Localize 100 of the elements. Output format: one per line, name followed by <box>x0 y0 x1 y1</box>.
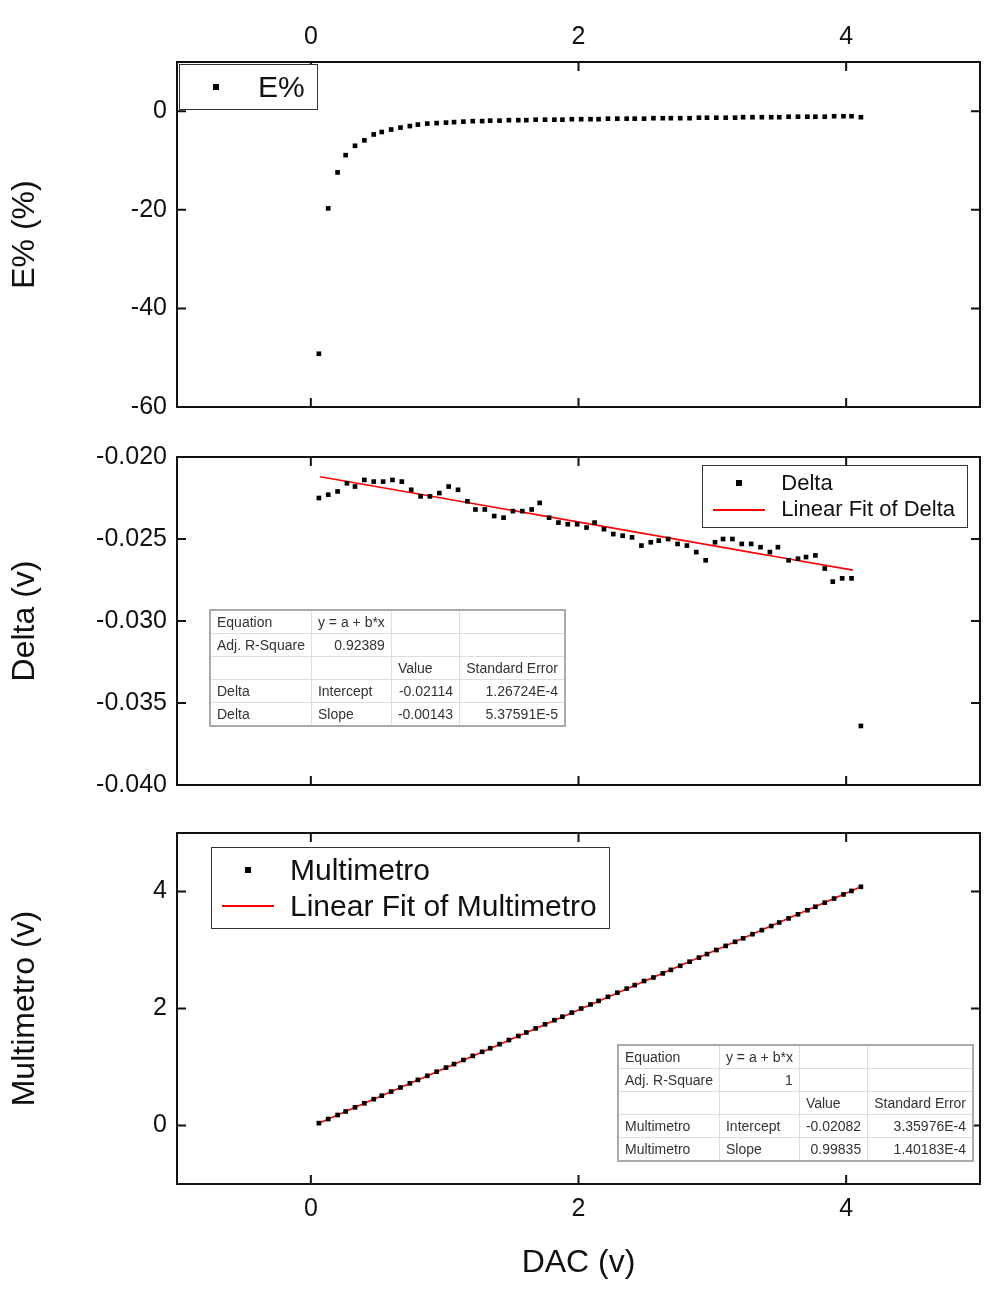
point <box>830 579 836 584</box>
point <box>849 576 854 581</box>
point <box>436 490 442 496</box>
point <box>352 484 358 489</box>
annotation: Standard Error <box>867 1091 973 1115</box>
annotation: Value <box>391 656 460 680</box>
legend-label: E% <box>258 69 305 105</box>
point <box>325 492 331 498</box>
legend-label: Linear Fit of Delta <box>781 496 955 523</box>
annotation: 1 <box>719 1068 800 1092</box>
legend-label: Multimetro <box>290 852 431 888</box>
point <box>739 541 745 547</box>
point <box>839 576 845 581</box>
point <box>730 536 735 542</box>
point <box>546 515 552 521</box>
point <box>491 513 497 519</box>
annotation: 1.26724E-4 <box>459 679 565 703</box>
annotation: 0.99835 <box>799 1137 868 1161</box>
x-tick-label: 2 <box>571 1192 586 1221</box>
point <box>795 556 801 562</box>
point <box>639 543 644 548</box>
point <box>656 538 662 543</box>
x-tick-label: 0 <box>303 1192 318 1221</box>
point <box>822 566 828 571</box>
x-tick-label: 4 <box>839 1192 854 1221</box>
annotation: Adj. R-Square <box>210 633 312 657</box>
annotation: Slope <box>311 702 392 726</box>
point <box>610 531 616 537</box>
point <box>371 479 377 484</box>
y-tick-label: -60 <box>130 390 167 419</box>
annotation: Delta <box>210 702 312 726</box>
annotation: 1.40183E-4 <box>867 1137 973 1161</box>
y-axis-title: Multimetro (v) <box>5 910 42 1107</box>
point <box>537 500 543 506</box>
point <box>465 498 470 504</box>
annotation: 5.37591E-5 <box>459 702 565 726</box>
point <box>703 557 708 563</box>
legend-label: Delta <box>781 470 833 497</box>
point <box>380 479 386 484</box>
point <box>455 487 461 493</box>
point <box>775 544 781 550</box>
y-tick-label: -0.025 <box>96 522 167 551</box>
y-tick-label: 2 <box>153 992 167 1021</box>
point <box>592 520 597 525</box>
annotation: y = a + b*x <box>719 1045 800 1069</box>
point <box>482 507 488 512</box>
annotation: 3.35976E-4 <box>867 1114 973 1138</box>
y-tick-label: -40 <box>130 292 167 321</box>
point <box>675 541 680 547</box>
point <box>629 535 635 540</box>
point <box>565 521 571 527</box>
point <box>813 553 818 558</box>
y-axis-title: E% (%) <box>5 180 42 289</box>
point <box>473 507 478 512</box>
annotation: -0.02114 <box>391 679 460 703</box>
point <box>648 539 654 545</box>
annotation: -0.00143 <box>391 702 460 726</box>
y-tick-label: -0.035 <box>96 686 167 715</box>
annotation: Equation <box>618 1045 720 1069</box>
y-axis-title: Delta (v) <box>5 560 42 682</box>
x-axis-title: DAC (v) <box>521 1242 636 1279</box>
annotation: Intercept <box>719 1114 800 1138</box>
annotation: Equation <box>210 610 312 634</box>
annotation: Intercept <box>311 679 392 703</box>
y-tick-label: 0 <box>153 95 167 124</box>
y-tick-label: -20 <box>130 193 167 222</box>
annotation: Slope <box>719 1137 800 1161</box>
annotation: Adj. R-Square <box>618 1068 720 1092</box>
annotation: Multimetro <box>618 1137 720 1161</box>
legend-label: Linear Fit of Multimetro <box>290 888 597 924</box>
annotation: Standard Error <box>459 656 565 680</box>
point <box>427 494 433 499</box>
annotation: Value <box>799 1091 868 1115</box>
point <box>584 525 589 530</box>
x-tick-label: 0 <box>303 20 318 49</box>
y-tick-label: 0 <box>153 1109 167 1138</box>
point <box>712 539 718 545</box>
annotation: y = a + b*x <box>311 610 392 634</box>
point <box>335 489 340 494</box>
point <box>344 480 350 486</box>
annotation: -0.02082 <box>799 1114 868 1138</box>
point <box>529 507 534 512</box>
point <box>408 487 414 493</box>
point <box>556 520 561 525</box>
y-tick-label: -0.040 <box>96 768 167 797</box>
point <box>693 549 699 555</box>
point <box>446 484 452 489</box>
point <box>362 477 367 483</box>
annotation: Delta <box>210 679 312 703</box>
point <box>418 494 423 499</box>
y-tick-label: 4 <box>153 875 168 904</box>
y-tick-label: -0.020 <box>96 440 167 469</box>
point <box>758 544 763 550</box>
annotation: 0.92389 <box>311 633 392 657</box>
point <box>574 521 580 527</box>
x-tick-label: 4 <box>839 20 854 49</box>
x-tick-label: 2 <box>571 20 586 49</box>
point <box>501 515 506 521</box>
point <box>620 533 625 539</box>
annotation: Multimetro <box>618 1114 720 1138</box>
